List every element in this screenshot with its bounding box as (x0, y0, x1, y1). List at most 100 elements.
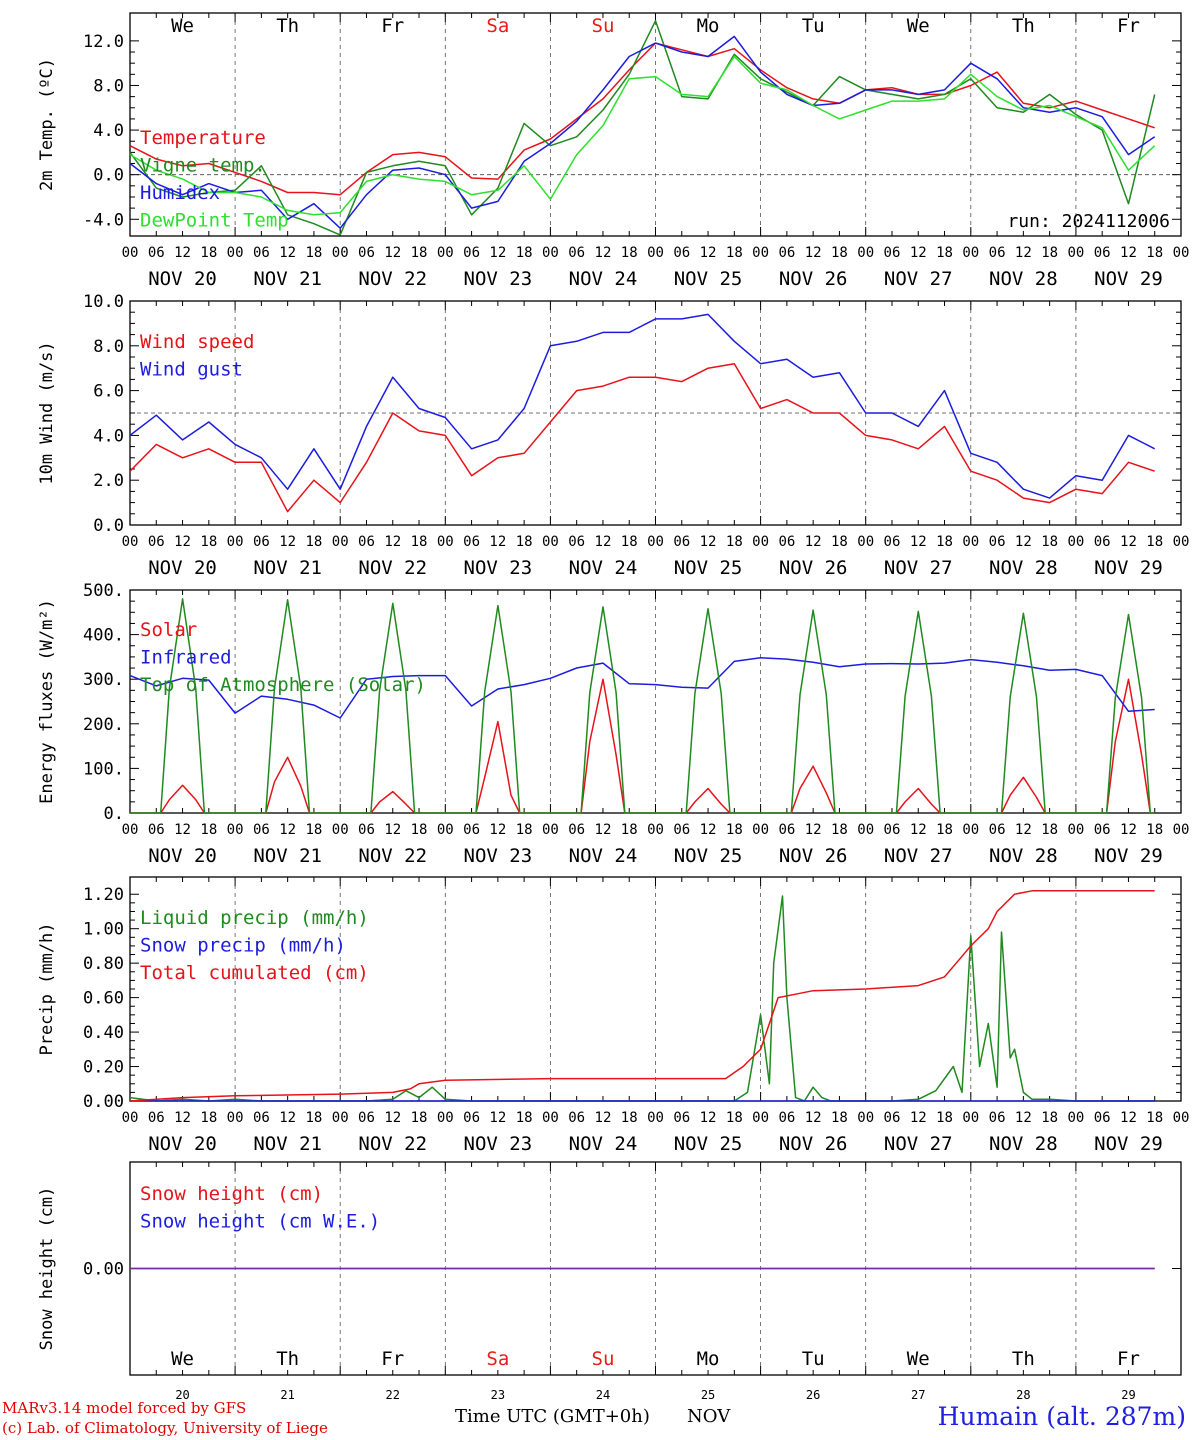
hour-tick-label: 12 (279, 534, 296, 550)
hour-tick-label: 06 (148, 822, 165, 838)
series-line-wind-speed (129, 362, 1155, 513)
y-tick-label: 300. (83, 670, 124, 690)
hour-tick-label: 18 (1041, 1110, 1058, 1126)
series-line-total-cumulated-cm (129, 890, 1155, 1102)
hour-tick-label: 06 (1094, 534, 1111, 550)
hour-tick-label: 18 (305, 534, 322, 550)
hour-tick-label: 12 (174, 534, 191, 550)
date-label: NOV 25 (674, 557, 743, 579)
hour-tick-label: 00 (122, 245, 139, 261)
weekday-label: Fr (381, 1348, 404, 1370)
hour-tick-label: 06 (148, 245, 165, 261)
hour-tick-label: 18 (305, 245, 322, 261)
chart-panel-5: 0.00 Snow height (cm) Snow height (cm) Snow… (37, 1161, 1182, 1402)
hour-tick-label: 06 (463, 1110, 480, 1126)
y-axis-label: 10m Wind (m/s) (37, 341, 57, 484)
hour-tick-label: 06 (1094, 1110, 1111, 1126)
y-tick-label: 4.0 (93, 426, 124, 446)
hour-tick-label: 06 (148, 534, 165, 550)
date-label: NOV 26 (779, 557, 848, 579)
date-label: NOV 25 (674, 268, 743, 290)
y-tick-label: 0.40 (83, 1023, 124, 1043)
hour-tick-label: 06 (148, 1110, 165, 1126)
hour-tick-label: 06 (463, 245, 480, 261)
y-tick-label: 200. (83, 715, 124, 735)
y-tick-label: 400. (83, 626, 124, 646)
hour-tick-label: 18 (411, 534, 428, 550)
weekday-label: Su (592, 15, 615, 37)
y-tick-label: 4.0 (93, 121, 124, 141)
y-tick-label: 8.0 (93, 337, 124, 357)
hour-tick-label: 06 (673, 1110, 690, 1126)
hour-tick-label: 00 (542, 534, 559, 550)
hour-tick-label: 00 (1067, 245, 1084, 261)
hour-tick-label: 12 (279, 1110, 296, 1126)
hour-tick-label: 12 (805, 822, 822, 838)
date-label: NOV 20 (148, 1133, 217, 1155)
time-axis-label: Time UTC (GMT+0h) (455, 1406, 650, 1427)
y-tick-label: 0.0 (93, 516, 124, 536)
hour-tick-label: 12 (384, 534, 401, 550)
hour-tick-label: 18 (1146, 534, 1163, 550)
y-tick-label: 1.20 (83, 885, 124, 905)
date-label: NOV 24 (569, 268, 638, 290)
hour-tick-label: 18 (936, 245, 953, 261)
hour-tick-label: 18 (516, 534, 533, 550)
weekday-label: Sa (486, 1348, 509, 1370)
hour-tick-label: 06 (778, 245, 795, 261)
legend-entry: Temperature (140, 127, 266, 149)
hour-tick-label: 00 (962, 245, 979, 261)
day-number-label: 24 (596, 1388, 610, 1402)
hour-tick-label: 18 (200, 534, 217, 550)
day-number-label: 29 (1121, 1388, 1135, 1402)
hour-tick-label: 18 (831, 534, 848, 550)
weekday-label: Fr (1117, 15, 1140, 37)
hour-tick-label: 12 (805, 245, 822, 261)
y-tick-label: 0.00 (83, 1260, 124, 1280)
weekday-label: We (171, 1348, 194, 1370)
date-label: NOV 26 (779, 268, 848, 290)
hour-tick-label: 18 (726, 822, 743, 838)
hour-tick-label: 12 (910, 1110, 927, 1126)
weekday-label: We (907, 15, 930, 37)
hour-tick-label: 18 (621, 245, 638, 261)
legend-entry: Snow height (cm) (140, 1183, 323, 1205)
legend-entry: DewPoint Temp (140, 210, 289, 232)
hour-tick-label: 12 (910, 245, 927, 261)
hour-tick-label: 00 (857, 822, 874, 838)
y-tick-label: 0.80 (83, 954, 124, 974)
y-tick-label: 6.0 (93, 382, 124, 402)
day-number-label: 23 (491, 1388, 505, 1402)
y-axis-label: Snow height (cm) (37, 1187, 57, 1351)
hour-tick-label: 12 (1015, 1110, 1032, 1126)
hour-tick-label: 12 (1120, 822, 1137, 838)
hour-tick-label: 12 (1015, 822, 1032, 838)
hour-tick-label: 00 (962, 534, 979, 550)
hour-tick-label: 06 (884, 534, 901, 550)
y-tick-label: 2.0 (93, 471, 124, 491)
hour-tick-label: 00 (752, 534, 769, 550)
hour-tick-label: 12 (700, 1110, 717, 1126)
date-label: NOV 27 (884, 557, 953, 579)
date-label: NOV 29 (1094, 1133, 1163, 1155)
legend-entry: Liquid precip (mm/h) (140, 907, 369, 929)
hour-tick-label: 00 (332, 534, 349, 550)
hour-tick-label: 12 (279, 245, 296, 261)
y-tick-label: 0.20 (83, 1058, 124, 1078)
date-label: NOV 28 (989, 557, 1058, 579)
lab-credit: (c) Lab. of Climatology, University of L… (2, 1419, 328, 1437)
hour-tick-label: 06 (358, 245, 375, 261)
legend-entry: Snow precip (mm/h) (140, 935, 346, 957)
date-label: NOV 21 (253, 845, 322, 867)
hour-tick-label: 00 (752, 822, 769, 838)
hour-tick-label: 00 (1067, 822, 1084, 838)
hour-tick-label: 12 (1120, 1110, 1137, 1126)
weekday-label: Mo (697, 15, 720, 37)
hour-tick-label: 12 (595, 822, 612, 838)
hour-tick-label: 00 (332, 245, 349, 261)
legend-entry: Infrared (140, 647, 232, 669)
hour-tick-label: 06 (884, 822, 901, 838)
date-label: NOV 23 (464, 845, 533, 867)
hour-tick-label: 00 (647, 822, 664, 838)
date-label: NOV 24 (569, 845, 638, 867)
